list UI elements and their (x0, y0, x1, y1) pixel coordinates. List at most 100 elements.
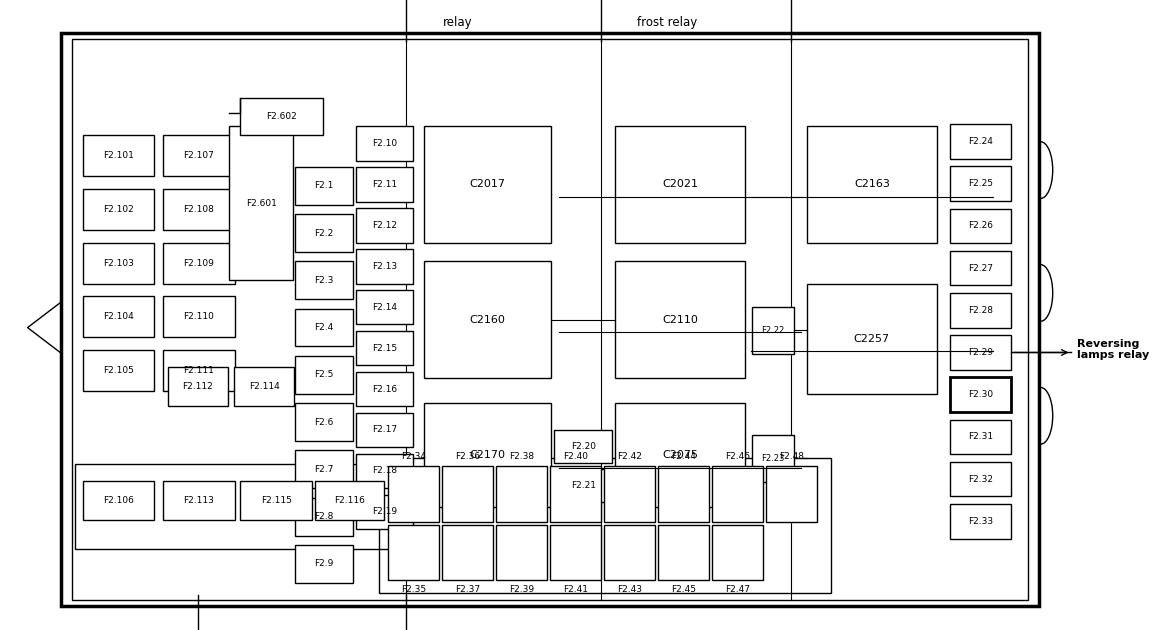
Bar (163, 189, 234, 230)
Text: C2160: C2160 (470, 315, 505, 324)
Bar (295, 167, 353, 205)
Text: F2.4: F2.4 (314, 323, 334, 332)
Text: F2.26: F2.26 (968, 221, 992, 231)
Text: F2.105: F2.105 (103, 365, 134, 375)
Text: C2110: C2110 (662, 315, 698, 324)
Bar (615, 126, 745, 243)
Text: F2.112: F2.112 (182, 382, 213, 391)
Text: F2.20: F2.20 (570, 442, 595, 451)
Bar (295, 261, 353, 299)
Bar (357, 454, 413, 488)
Bar (766, 466, 817, 522)
Bar (950, 209, 1011, 243)
Text: F2.31: F2.31 (968, 432, 994, 442)
Bar (83, 350, 155, 391)
Text: F2.37: F2.37 (455, 585, 480, 594)
Text: F2.602: F2.602 (267, 112, 297, 121)
Text: F2.24: F2.24 (968, 137, 992, 146)
Text: F2.12: F2.12 (373, 220, 397, 230)
Bar (357, 413, 413, 447)
Text: F2.18: F2.18 (372, 466, 397, 476)
Text: F2.23: F2.23 (760, 454, 785, 463)
Bar (950, 166, 1011, 201)
Bar (163, 135, 234, 176)
Bar (163, 243, 234, 284)
Text: F2.111: F2.111 (183, 365, 215, 375)
Bar (425, 403, 552, 507)
Bar (357, 331, 413, 365)
Bar (357, 495, 413, 529)
Text: Reversing
lamps relay: Reversing lamps relay (1077, 338, 1149, 360)
Text: relay: relay (443, 16, 472, 29)
Text: F2.33: F2.33 (968, 517, 994, 526)
Text: F2.10: F2.10 (372, 139, 397, 148)
Bar (315, 481, 383, 520)
Bar (295, 214, 353, 252)
Bar (751, 307, 794, 354)
Bar (234, 367, 294, 406)
Text: F2.40: F2.40 (563, 452, 587, 461)
Bar (554, 430, 612, 463)
Text: C2170: C2170 (470, 450, 505, 460)
Bar (295, 498, 353, 536)
Text: F2.107: F2.107 (183, 151, 215, 161)
Text: F2.32: F2.32 (968, 474, 992, 484)
Text: F2.35: F2.35 (400, 585, 426, 594)
Text: F2.5: F2.5 (314, 370, 334, 379)
Bar (658, 466, 709, 522)
Text: F2.21: F2.21 (570, 481, 595, 490)
Text: C2163: C2163 (854, 180, 890, 189)
Bar (950, 335, 1011, 370)
Text: F2.28: F2.28 (968, 306, 992, 315)
Bar (712, 466, 763, 522)
Bar (388, 525, 439, 580)
Bar (950, 293, 1011, 328)
Bar (712, 525, 763, 580)
Bar (604, 525, 654, 580)
Text: F2.16: F2.16 (372, 384, 397, 394)
Text: F2.106: F2.106 (103, 496, 134, 505)
Text: F2.43: F2.43 (617, 585, 642, 594)
Text: F2.6: F2.6 (314, 418, 334, 427)
Text: C2017: C2017 (470, 180, 505, 189)
Bar (163, 296, 234, 337)
Text: F2.45: F2.45 (670, 585, 696, 594)
Bar (357, 208, 413, 243)
Bar (425, 126, 552, 243)
Bar (240, 98, 323, 135)
Bar (751, 435, 794, 482)
Text: F2.13: F2.13 (372, 261, 397, 271)
Bar (615, 261, 745, 378)
Text: F2.48: F2.48 (779, 452, 804, 461)
Bar (163, 481, 234, 520)
Bar (388, 466, 439, 522)
Bar (357, 290, 413, 324)
Text: F2.38: F2.38 (509, 452, 534, 461)
Bar (83, 481, 155, 520)
Text: F2.1: F2.1 (314, 181, 334, 190)
Text: C2021: C2021 (662, 180, 698, 189)
Text: F2.46: F2.46 (725, 452, 750, 461)
Text: F2.34: F2.34 (400, 452, 426, 461)
Text: F2.11: F2.11 (372, 180, 397, 189)
Text: F2.103: F2.103 (103, 258, 134, 268)
Bar (83, 135, 155, 176)
Text: F2.17: F2.17 (372, 425, 397, 435)
Bar (295, 309, 353, 346)
Text: F2.9: F2.9 (314, 559, 334, 568)
Text: frost relay: frost relay (637, 16, 697, 29)
Text: F2.108: F2.108 (183, 205, 215, 214)
Bar (496, 466, 547, 522)
Bar (554, 469, 612, 502)
Text: F2.101: F2.101 (103, 151, 134, 161)
Text: F2.42: F2.42 (617, 452, 642, 461)
Text: F2.36: F2.36 (455, 452, 480, 461)
Text: F2.19: F2.19 (372, 507, 397, 517)
Text: F2.47: F2.47 (725, 585, 750, 594)
Text: F2.44: F2.44 (670, 452, 696, 461)
Bar (163, 350, 234, 391)
Text: F2.116: F2.116 (334, 496, 365, 505)
Text: F2.7: F2.7 (314, 465, 334, 474)
Text: F2.30: F2.30 (968, 390, 994, 399)
Bar (72, 39, 1028, 600)
